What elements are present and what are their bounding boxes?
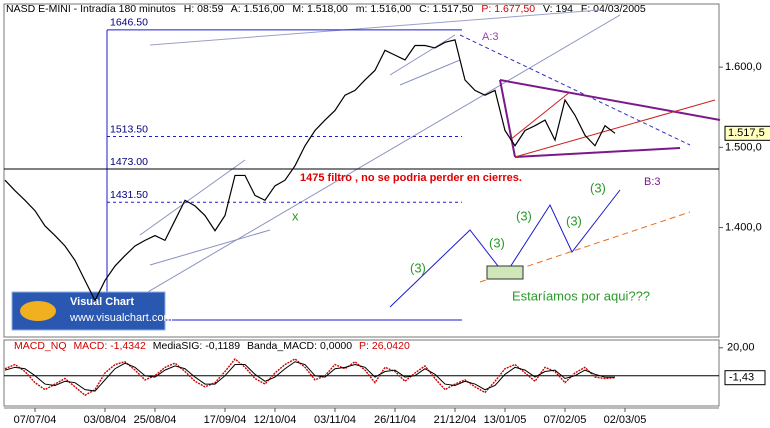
triangle-bottom: [514, 147, 681, 158]
x-tick-label: 21/12/04: [434, 414, 477, 426]
channel-red: [509, 91, 571, 141]
trend-line: [399, 59, 461, 86]
dashed-trend: [459, 34, 691, 146]
header-item: m: 1.516,00: [356, 3, 412, 15]
trend-line: [139, 159, 246, 236]
macd-header-item: P: 26,0420: [359, 340, 410, 352]
logo: Visual Chart www.visualchart.com: [11, 291, 173, 331]
price-line: [4, 39, 616, 302]
header-item: P: 1.677,50: [481, 3, 535, 15]
price-frame: [3, 3, 720, 338]
header-item: M: 1.518,00: [292, 3, 348, 15]
annotation: (3): [590, 180, 606, 195]
trend-line: [99, 14, 621, 321]
target-box: [486, 265, 524, 280]
header-item: V: 194: [543, 3, 573, 15]
x-tick-label: 07/07/04: [14, 414, 57, 426]
header-item: F: 04/03/2005: [581, 3, 646, 15]
macd-last-label: -1,43: [729, 372, 754, 384]
last-price-box: [724, 125, 770, 141]
x-tick-label: 26/11/04: [374, 414, 416, 426]
header-item: NASD E-MINI - Intradía 180 minutos: [6, 3, 176, 15]
level-label: 1513.50: [110, 123, 148, 135]
header-item: C: 1.517,50: [419, 3, 473, 15]
y-tick-label: 1.400,0: [725, 221, 762, 233]
last-price-label: 1.517,5: [728, 127, 765, 139]
trend-line: [149, 229, 271, 266]
x-tick-label: 13/01/05: [484, 414, 527, 426]
annotation: (3): [516, 208, 532, 223]
macd-tick-label: 20,00: [727, 342, 755, 354]
macd-header-item: MACD: -1,4342: [73, 340, 146, 352]
level-label: 1431.50: [110, 189, 148, 201]
level-label: 1646.50: [110, 17, 148, 29]
header-item: A: 1.516,00: [231, 3, 285, 15]
logo-url: www.visualchart.com: [69, 312, 173, 324]
macd-header-item: MediaSIG: -0,1189: [153, 340, 241, 352]
macd-header: MACD_NQ MACD: -1,4342 MediaSIG: -0,1189 …: [14, 340, 410, 352]
level-label: 1473.00: [110, 156, 148, 168]
x-tick-label: 03/08/04: [84, 414, 127, 426]
trend-line: [389, 34, 456, 76]
annotation: Estaríamos por aqui???: [512, 288, 650, 303]
channel-line: [149, 9, 601, 46]
x-tick-label: 03/11/04: [314, 414, 356, 426]
annotation: (3): [489, 235, 505, 250]
x-tick-label: 17/09/04: [204, 414, 247, 426]
macd-last-box: [724, 370, 766, 386]
x-tick-label: 07/02/05: [544, 414, 587, 426]
triangle-top: [499, 79, 721, 121]
annotation: B:3: [644, 176, 661, 188]
projection-path: [389, 189, 621, 308]
annotation: 1475 filtro , no se podria perder en cie…: [300, 172, 522, 184]
channel-red: [514, 99, 716, 158]
annotation: x: [292, 208, 299, 223]
macd-line: [4, 361, 615, 392]
macd-line: [4, 357, 616, 397]
annotation: A:3: [482, 31, 499, 43]
x-tick-label: 25/08/04: [134, 414, 177, 426]
macd-frame: [3, 339, 720, 407]
x-tick-label: 12/10/04: [254, 414, 297, 426]
macd-header-item: Banda_MACD: 0,0000: [247, 340, 352, 352]
y-tick-label: 1.500,0: [725, 141, 762, 153]
drawings: [99, 9, 721, 321]
x-tick-label: 02/03/05: [604, 414, 647, 426]
dashed-support: [479, 211, 691, 283]
header-item: H: 08:59: [184, 3, 224, 15]
annotation: (3): [410, 260, 426, 275]
logo-icon: [20, 301, 56, 321]
header: NASD E-MINI - Intradía 180 minutos H: 08…: [6, 3, 646, 15]
annotation: (3): [566, 213, 582, 228]
macd-header-item: MACD_NQ: [14, 340, 67, 352]
logo-title: Visual Chart: [70, 296, 134, 308]
y-tick-label: 1.600,0: [725, 61, 762, 73]
triangle-side: [499, 79, 516, 158]
